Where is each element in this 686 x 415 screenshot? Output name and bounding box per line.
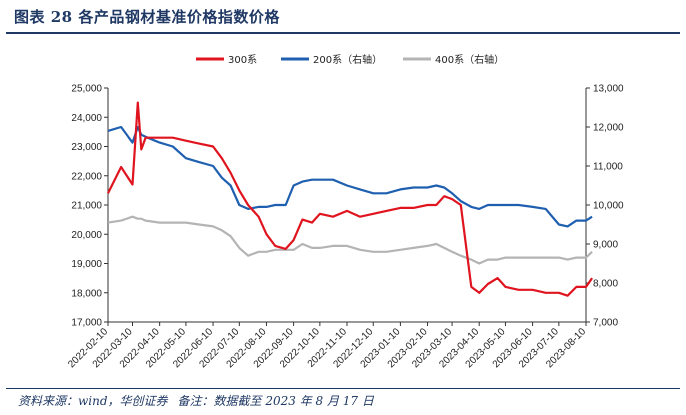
series-line-2 bbox=[107, 125, 593, 228]
y-right-tick-label: 7,000 bbox=[593, 318, 618, 329]
source-text: 资料来源：wind，华创证券 bbox=[18, 394, 168, 408]
source-note: 资料来源：wind，华创证券 备注：数据截至 2023 年 8 月 17 日 bbox=[18, 392, 374, 409]
title-rule bbox=[6, 32, 680, 34]
legend-label-1: 300系 bbox=[228, 54, 257, 66]
y-left-tick-label: 21,000 bbox=[71, 201, 102, 212]
y-left-tick-label: 23,000 bbox=[71, 142, 102, 153]
y-right-tick-label: 11,000 bbox=[593, 162, 623, 173]
y-left-tick-label: 25,000 bbox=[71, 84, 102, 95]
footer-rule bbox=[6, 388, 680, 389]
chart-axes: 17,000 18,000 19,000 20,000 21,000 22,000 23,0… bbox=[66, 84, 624, 371]
y-left-tick-label: 17,000 bbox=[71, 318, 102, 329]
y-left-tick-label: 22,000 bbox=[71, 171, 102, 182]
y-right-tick-label: 8,000 bbox=[593, 279, 618, 290]
date-note: 备注：数据截至 2023 年 8 月 17 日 bbox=[177, 394, 374, 408]
y-left-tick-label: 20,000 bbox=[71, 230, 102, 241]
y-left-tick-label: 18,000 bbox=[71, 288, 102, 299]
chart-series bbox=[107, 101, 594, 297]
y-right-tick-label: 10,000 bbox=[593, 201, 624, 212]
legend-label-2: 200系（右轴） bbox=[313, 53, 382, 66]
y-left-tick-label: 19,000 bbox=[71, 259, 102, 270]
y-right-tick-label: 13,000 bbox=[593, 84, 624, 95]
chart-legend: 300系 200系（右轴） 400系（右轴） bbox=[196, 53, 504, 66]
series-line-1 bbox=[107, 101, 594, 297]
figure-title: 图表 28 各产品钢材基准价格指数价格 bbox=[14, 8, 280, 26]
series-line-3 bbox=[107, 215, 593, 265]
line-chart: 300系 200系（右轴） 400系（右轴） 17,000 18,000 19,000 2… bbox=[66, 53, 624, 371]
legend-label-3: 400系（右轴） bbox=[435, 53, 504, 66]
y-right-tick-label: 12,000 bbox=[593, 123, 624, 134]
y-right-tick-label: 9,000 bbox=[593, 240, 618, 251]
y-left-tick-label: 24,000 bbox=[71, 113, 102, 124]
